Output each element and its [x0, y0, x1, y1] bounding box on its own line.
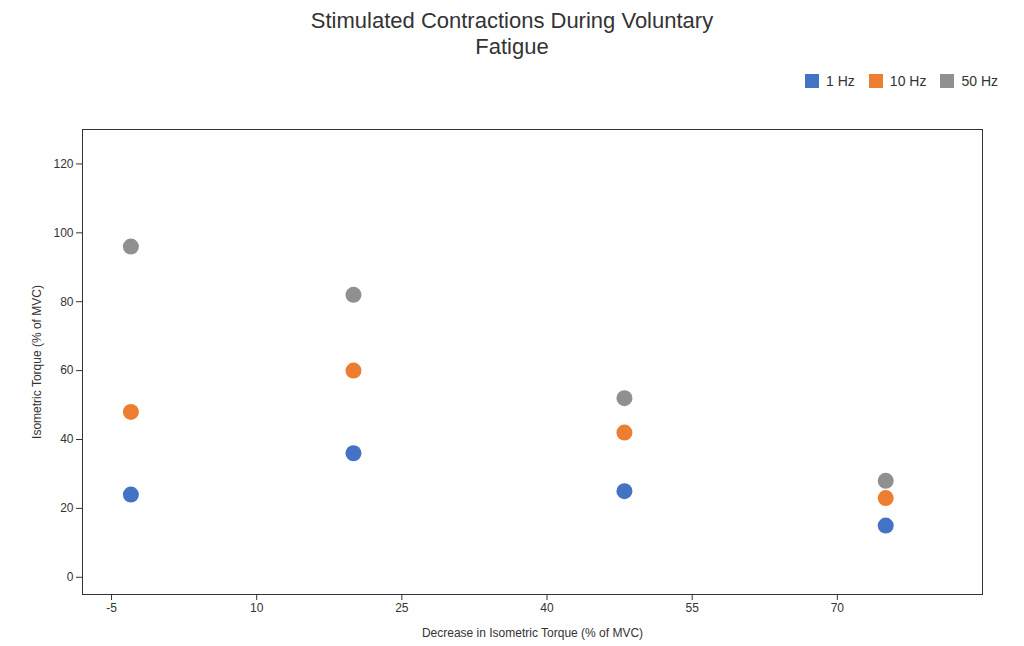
html-text:10 Hz: 10 Hz — [889, 73, 927, 90]
html-text:50 Hz: 50 Hz — [961, 73, 998, 90]
svg-text:100: 100 — [53, 225, 73, 239]
html-text:Stimulated Contractions During: Stimulated Contractions During Voluntary… — [310, 8, 714, 60]
svg-text:-5: -5 — [106, 601, 117, 615]
svg-text:60: 60 — [60, 363, 74, 377]
svg-text:Decrease in Isometric Torque (: Decrease in Isometric Torque (% of MVC) — [422, 625, 643, 639]
svg-text:0: 0 — [67, 570, 74, 584]
svg-text:55: 55 — [685, 601, 699, 615]
svg-text:20: 20 — [60, 501, 74, 515]
svg-text:Isometric Torque (% of MVC): Isometric Torque (% of MVC) — [30, 285, 44, 439]
svg-text:120: 120 — [53, 157, 73, 171]
svg-text:40: 40 — [60, 432, 74, 446]
svg-text:80: 80 — [60, 294, 74, 308]
svg-text:10: 10 — [250, 601, 264, 615]
html-text:1 Hz: 1 Hz — [826, 73, 855, 90]
svg-text:40: 40 — [540, 601, 554, 615]
svg-text:25: 25 — [395, 601, 409, 615]
svg-text:70: 70 — [831, 601, 845, 615]
